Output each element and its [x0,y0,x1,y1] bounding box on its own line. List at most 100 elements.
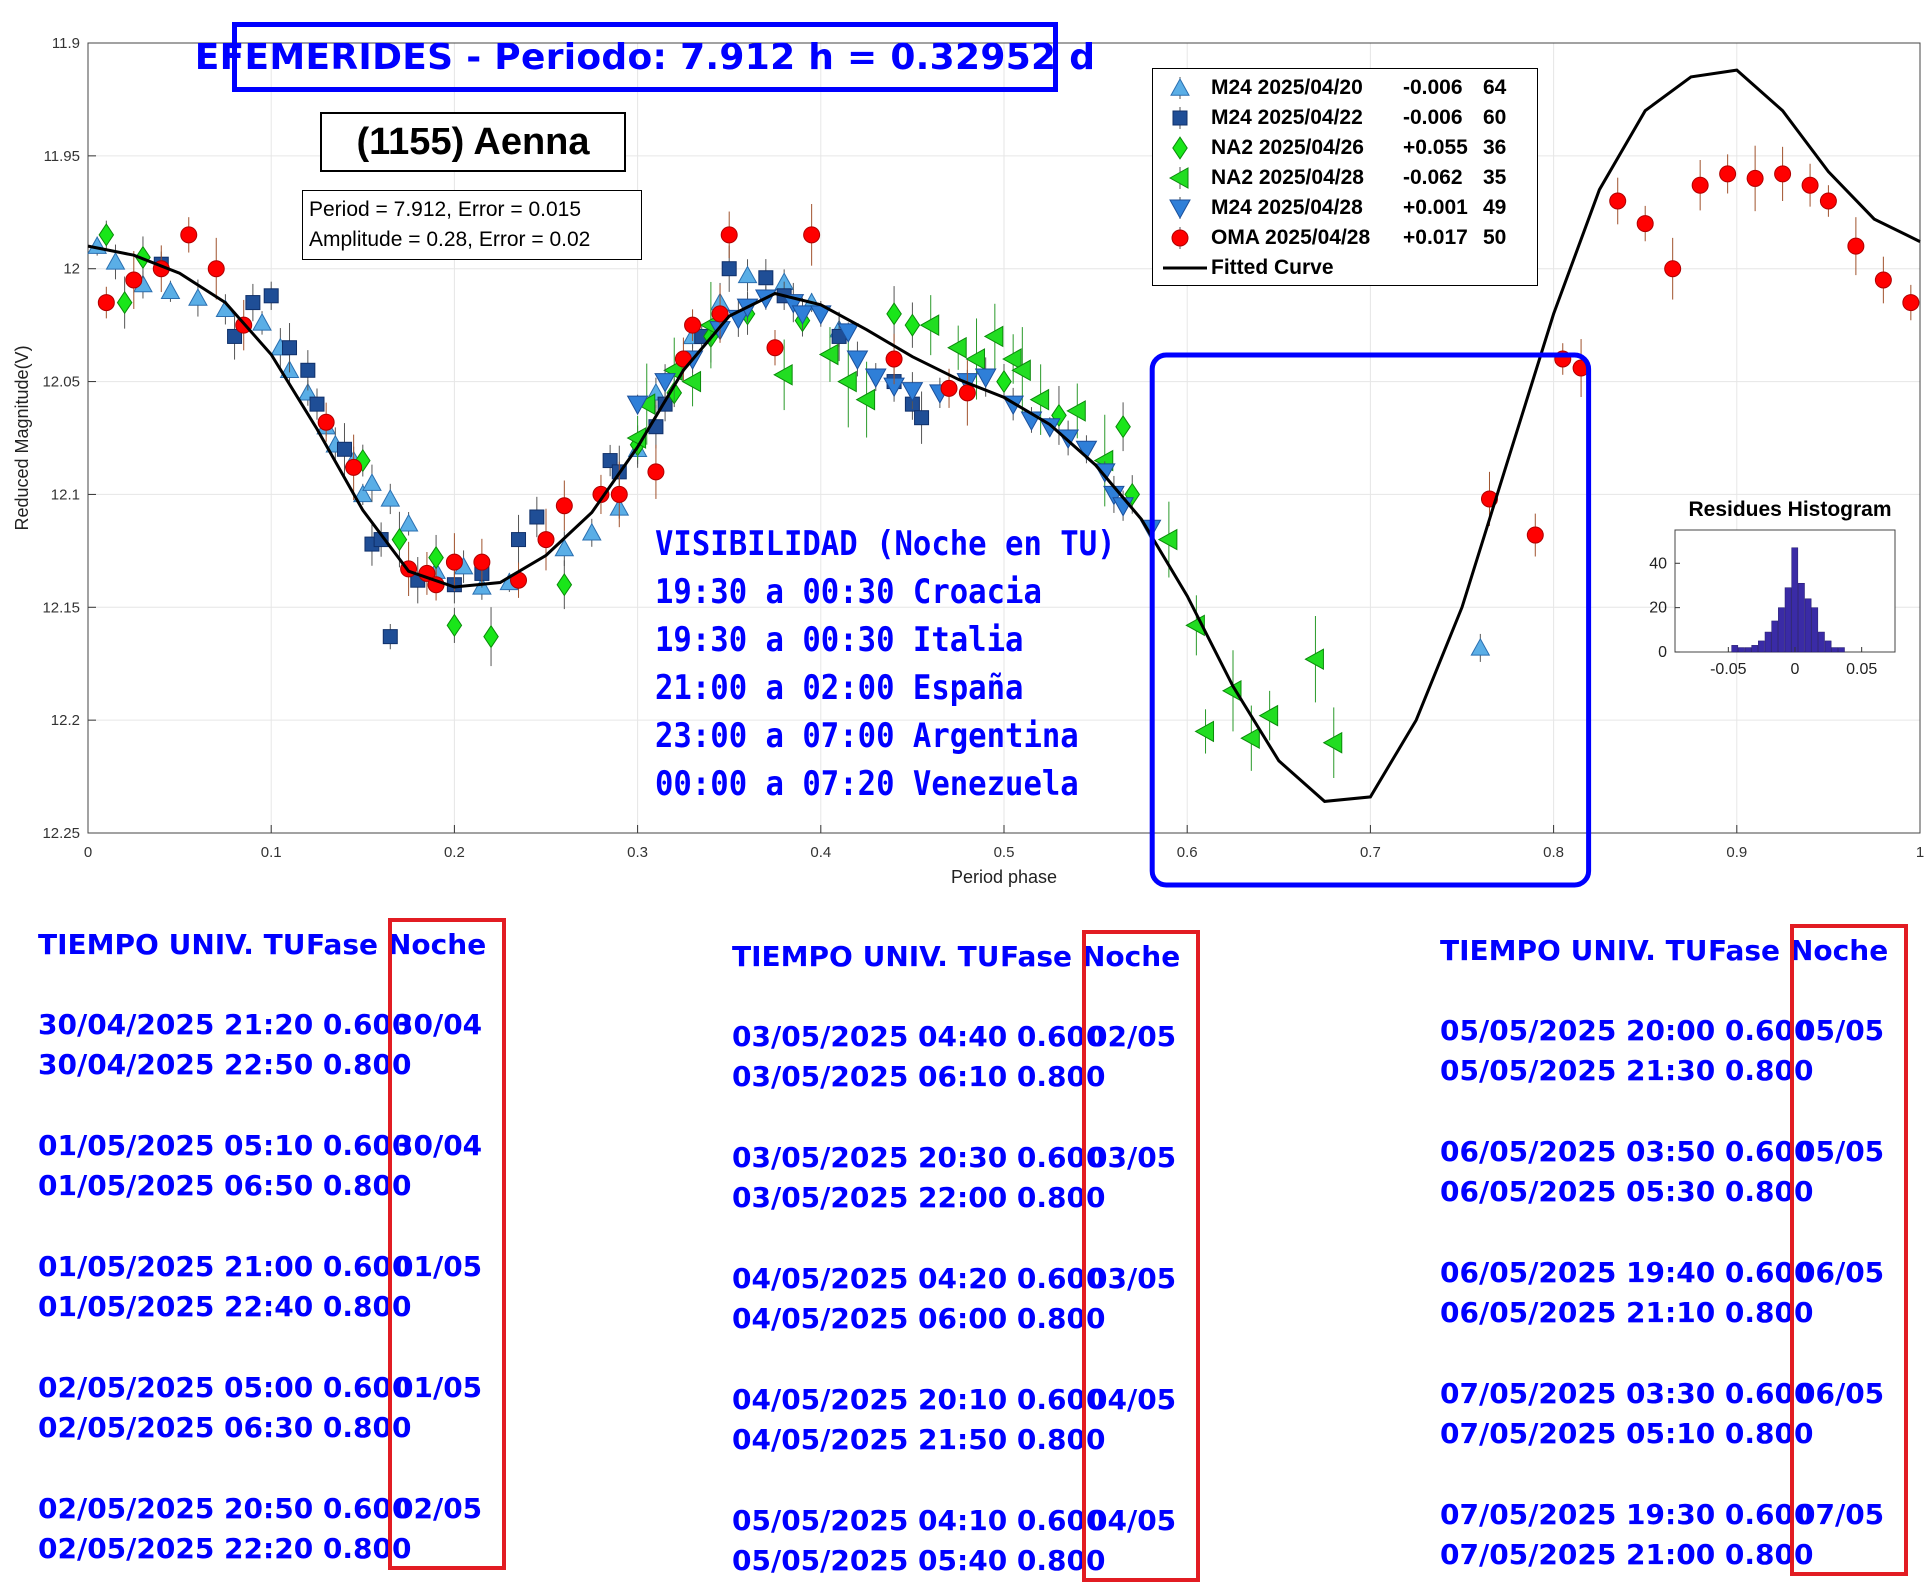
table-night-cell: 04/05 [1088,1383,1177,1416]
table-row: 02/05/2025 22:20 0.800 [38,1532,412,1565]
visibility-line: 00:00 a 07:20 Venezuela [655,764,1079,804]
data-point [654,373,676,393]
table-row: 03/05/2025 22:00 0.800 [732,1181,1106,1214]
x-tick-label: 0.7 [1360,844,1381,861]
table-row: 06/05/2025 19:40 0.600 [1440,1256,1814,1289]
data-point [737,265,758,284]
data-point [837,323,860,343]
table-row: 01/05/2025 22:40 0.800 [38,1290,412,1323]
x-tick-label: 0 [84,844,92,861]
data-point [1470,637,1491,656]
legend-entry: NA2 2025/04/26 +0.055 36 [1153,133,1537,163]
legend-marker [1168,167,1189,189]
data-point [207,260,225,278]
table-row: 03/05/2025 20:30 0.600 [732,1141,1106,1174]
ephemeris-table: TIEMPO UNIV. TU Fase Noche 03/05/2025 04:40… [732,940,1202,1580]
table-row: 04/05/2025 21:50 0.800 [732,1423,1106,1456]
visibility-line: 23:00 a 07:00 Argentina [655,716,1079,756]
legend-marker-shape [1168,167,1189,189]
table-row: 06/05/2025 21:10 0.800 [1440,1296,1814,1329]
legend-label: M24 2025/04/20 [1211,76,1363,99]
data-point [1746,169,1764,187]
data-point [965,348,986,370]
data-point [885,350,903,368]
table-night-cell: 02/05 [394,1492,483,1525]
table-row: 01/05/2025 06:50 0.800 [38,1169,412,1202]
legend-label: Fitted Curve [1211,256,1334,279]
data-point [1066,400,1086,422]
data-point [511,532,527,548]
data-point [1075,440,1098,461]
y-tick-label: 11.95 [44,148,80,165]
x-axis-label: Period phase [951,867,1057,887]
table-row: 07/05/2025 19:30 0.600 [1440,1498,1814,1531]
table-header-night: Noche [1082,940,1181,973]
x-tick-label: 0.1 [261,844,282,861]
legend-entry: OMA 2025/04/28 +0.017 50 [1153,223,1537,253]
data-point [886,302,902,326]
legend-marker [1163,266,1207,270]
table-row: 03/05/2025 04:40 0.600 [732,1020,1106,1053]
y-tick-label: 12.05 [42,374,80,391]
data-point [537,531,555,549]
fitted-curve [87,68,1921,803]
legend-label: M24 2025/04/22 [1211,106,1363,129]
data-point [1774,165,1792,183]
table-row: 30/04/2025 22:50 0.800 [38,1048,412,1081]
legend-count: 49 [1483,196,1507,219]
data-point [398,513,419,532]
legend-offset: +0.001 [1403,196,1468,219]
histogram-bar [1778,607,1785,653]
histogram-bar [1771,620,1779,653]
data-point [1124,482,1141,507]
ephemeris-table: TIEMPO UNIV. TU Fase Noche 05/05/2025 20:00… [1440,934,1910,1574]
noche-column-highlight [388,918,506,1570]
data-point [592,485,610,503]
data-point [1609,192,1627,210]
data-point [1029,388,1050,411]
histogram-bar [1831,647,1839,653]
data-point [1847,237,1865,255]
table-night-cell: 30/04 [394,1008,483,1041]
data-point [382,629,398,645]
data-point [105,251,126,270]
table-night-cell: 07/05 [1796,1498,1885,1531]
legend-entry: NA2 2025/04/28 -0.062 35 [1153,163,1537,193]
legend-marker [1172,107,1188,129]
data-point [581,522,602,541]
legend-offset: +0.017 [1403,226,1468,249]
histogram-y-tick-label: 20 [1649,600,1667,617]
data-point [180,226,198,244]
data-point [227,328,243,344]
data-point [352,484,373,503]
table-night-cell: 30/04 [394,1129,483,1162]
y-axis-label: Reduced Magnitude(V) [12,345,32,530]
histogram-bar [1758,640,1765,653]
y-tick-label: 12.25 [42,825,80,842]
table-row: 02/05/2025 05:00 0.600 [38,1371,412,1404]
ephemeris-table: TIEMPO UNIV. TU Fase Noche 30/04/2025 21:20… [38,928,508,1568]
histogram-bar [1811,607,1819,653]
table-night-cell: 05/05 [1796,1014,1885,1047]
table-row: 06/05/2025 05:30 0.800 [1440,1175,1814,1208]
visibility-line: 19:30 a 00:30 Italia [655,620,1024,660]
data-point [864,368,887,389]
histogram-x-tick-label: 0 [1791,661,1800,678]
data-point [1002,348,1022,370]
table-row: 07/05/2025 21:00 0.800 [1440,1538,1814,1571]
noche-column-highlight [1790,924,1908,1576]
table-header-night: Noche [1790,934,1889,967]
object-name: (1155) Aenna [320,112,626,172]
y-tick-label: 12.1 [51,486,80,503]
legend-marker-shape [1172,110,1188,126]
data-point [445,553,463,571]
data-point [1240,727,1260,750]
legend-marker [1170,77,1190,99]
table-row: 01/05/2025 05:10 0.600 [38,1129,412,1162]
legend-marker-shape [1171,229,1189,247]
x-tick-label: 0.8 [1543,844,1564,861]
data-point [473,553,491,571]
data-point [610,485,628,503]
x-tick-label: 0.6 [1177,844,1198,861]
data-point [684,316,702,334]
